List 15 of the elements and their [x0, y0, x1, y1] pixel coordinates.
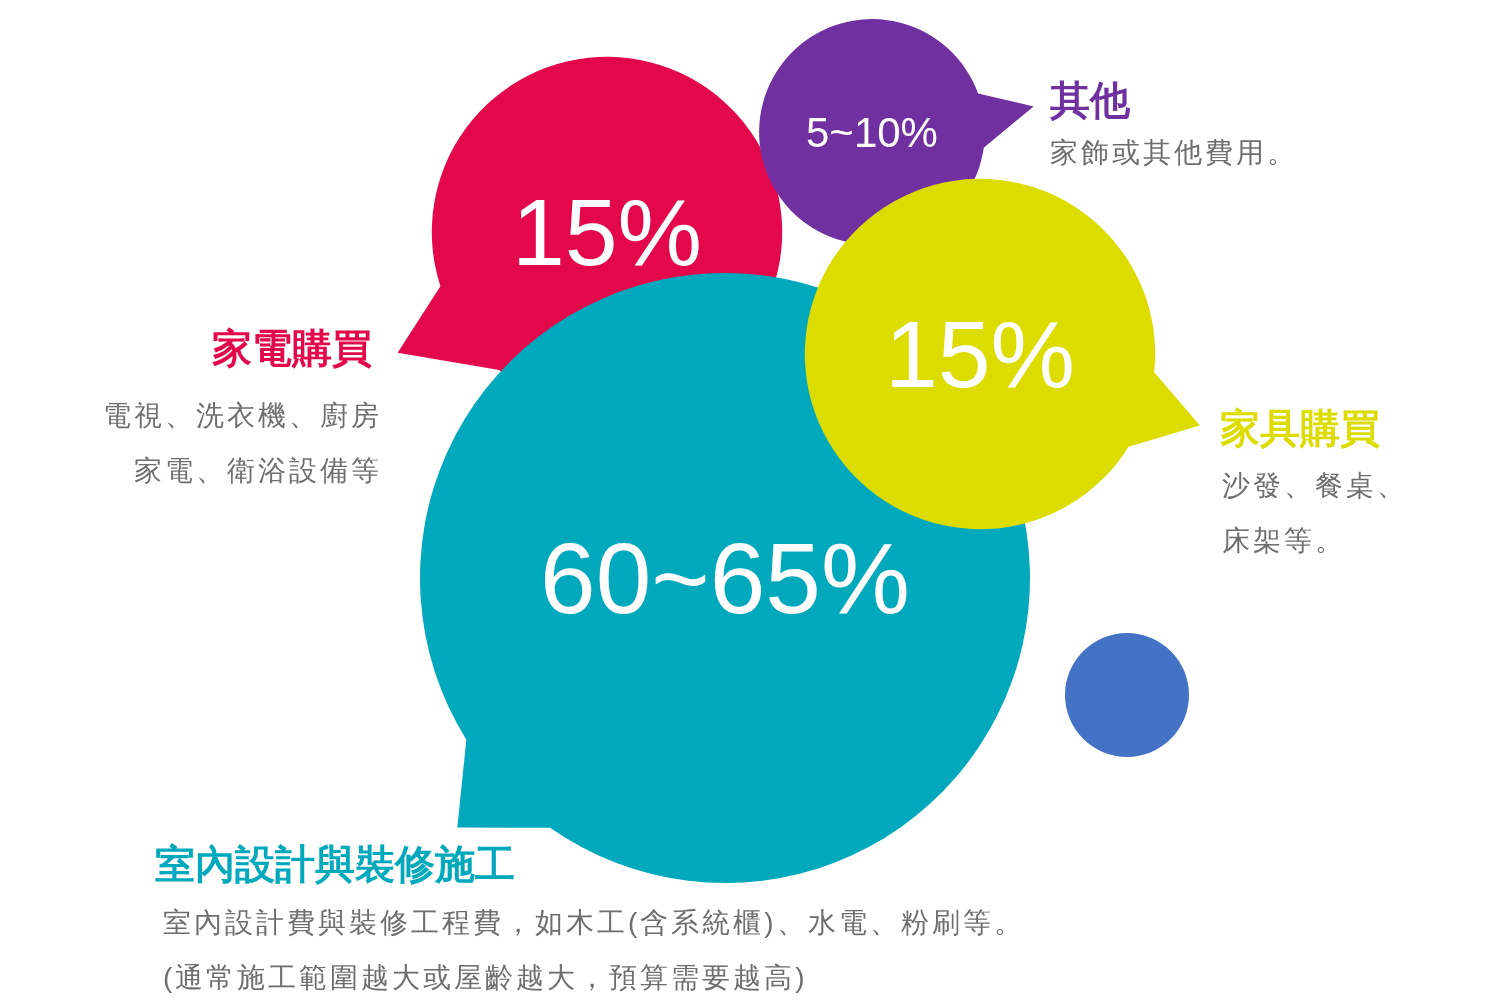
text: (通常施工範圍越大或屋齡越大，預算需要越高)	[163, 961, 808, 993]
text: 床架等。	[1222, 524, 1346, 556]
category-label: 家具購買	[1220, 406, 1380, 450]
category-label: 其他	[1049, 78, 1131, 122]
category-label: 室內設計與裝修施工	[155, 842, 515, 886]
text: 沙發、餐桌、	[1222, 469, 1408, 501]
data-label: 15%	[511, 179, 703, 285]
data-label: 60~65%	[540, 522, 910, 634]
text: 家飾或其他費用。	[1050, 136, 1298, 168]
data-label: 15%	[884, 301, 1076, 407]
data-label: 5~10%	[806, 108, 938, 156]
text: 家電、衛浴設備等	[134, 454, 382, 486]
text: 電視、洗衣機、廚房	[103, 399, 382, 431]
text: 室內設計費與裝修工程費，如木工(含系統櫃)、水電、粉刷等。	[163, 906, 1025, 938]
category-label: 家電購買	[212, 326, 372, 370]
